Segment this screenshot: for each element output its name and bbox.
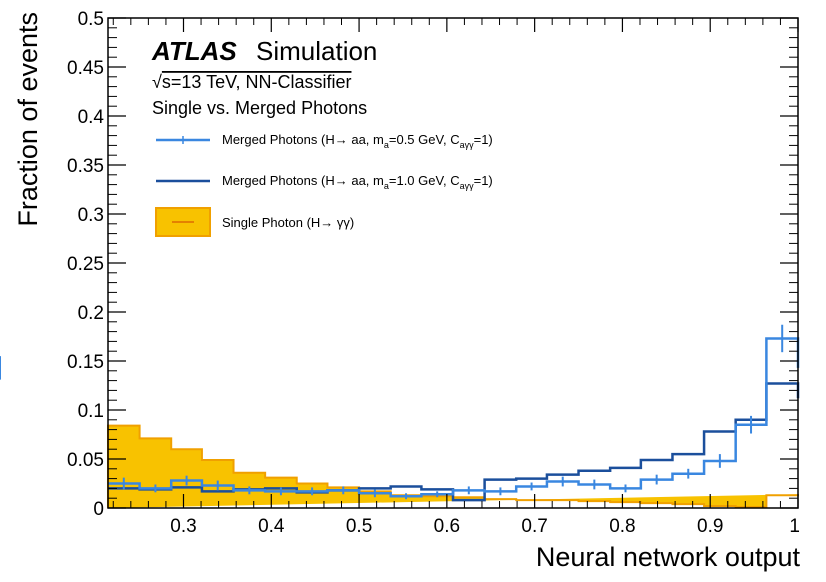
y-tick-label: 0 (93, 499, 104, 520)
y-tick-label: 0.3 (78, 205, 104, 226)
tick-labels-layer: 0.3 0.4 0.5 0.6 0.7 0.8 0.9 1 0 0.05 0.1 0.15 0.2 0.2… (67, 9, 800, 537)
y-axis-title: Fraction of events (13, 12, 43, 227)
y-tick-label: 0.05 (67, 450, 104, 471)
y-tick-label: 0.4 (78, 107, 105, 128)
legend-label-single-photon: Single Photon (H→ γγ) (222, 215, 354, 230)
y-tick-label: 0.25 (67, 254, 104, 275)
x-tick-label: 0.5 (346, 516, 372, 537)
y-tick-label: 0.5 (78, 9, 104, 30)
x-tick-label: 0.7 (521, 516, 547, 537)
x-tick-label: 0.8 (609, 516, 635, 537)
axis-ticks-layer (108, 17, 799, 509)
x-tick-label: 0.6 (434, 516, 460, 537)
subtitle-label: Single vs. Merged Photons (152, 98, 367, 118)
legend-entry-single-photon: Single Photon (H→ γγ) (155, 207, 354, 237)
x-tick-label: 0.4 (258, 516, 285, 537)
y-tick-label: 0.15 (67, 352, 104, 373)
legend-entry-merged-05: Merged Photons (H→ aa, ma=0.5 GeV, Caγγ=… (156, 132, 493, 150)
y-tick-label: 0.2 (78, 303, 104, 324)
y-tick-label: 0.35 (67, 156, 104, 177)
legend-label-merged-10: Merged Photons (H→ aa, ma=1.0 GeV, Caγγ=… (222, 173, 493, 191)
y-tick-label: 0.1 (78, 401, 104, 422)
x-tick-label: 1 (789, 516, 800, 537)
x-tick-label: 0.3 (170, 516, 196, 537)
energy-text: s=13 TeV, NN-Classifier (162, 72, 352, 92)
y-tick-label: 0.45 (67, 58, 104, 79)
simulation-label: Simulation (256, 36, 377, 66)
energy-label: √s=13 TeV, NN-Classifier (152, 72, 351, 92)
legend-label-merged-05: Merged Photons (H→ aa, ma=0.5 GeV, Caγγ=… (222, 132, 493, 150)
atlas-label: ATLAS (151, 36, 237, 66)
legend-entry-merged-10: Merged Photons (H→ aa, ma=1.0 GeV, Caγγ=… (156, 173, 493, 191)
x-axis-title: Neural network output (536, 542, 801, 572)
merged-photon-lines-layer (0, 324, 800, 502)
x-tick-label: 0.9 (697, 516, 723, 537)
legend: Merged Photons (H→ aa, ma=0.5 GeV, Caγγ=… (155, 132, 493, 237)
sqrt-symbol: √ (152, 72, 162, 92)
